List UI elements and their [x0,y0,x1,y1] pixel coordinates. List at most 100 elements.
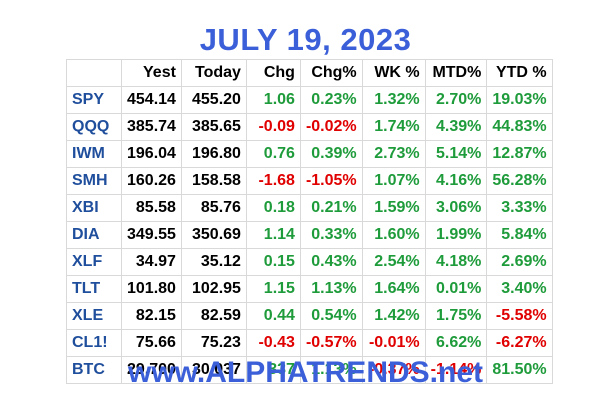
change-cell: 0.33% [299,221,363,249]
symbol-cell: XLF [66,248,122,276]
change-cell: 0.23% [299,86,363,114]
price-cell: 75.66 [121,329,182,357]
change-cell: -0.37% [361,356,426,384]
change-cell: 0.54% [299,302,363,330]
change-cell: -0.57% [299,329,363,357]
change-cell: 0.21% [299,194,363,222]
change-cell: 1.64% [361,275,426,303]
column-header: YTD % [486,59,553,87]
table-row: TLT 101.80 102.95 1.15 1.13% 1.64% 0.01% 3.40% [66,275,553,303]
change-cell: 1.14 [245,221,301,249]
column-header [66,59,122,87]
price-cell: 349.55 [121,221,182,249]
table-row: SMH 160.26 158.58 -1.68 -1.05% 1.07% 4.16% 56.2… [66,167,553,195]
price-cell: 35.12 [180,248,247,276]
symbol-cell: XLE [66,302,122,330]
change-cell: 0.76 [245,140,301,168]
table-row: SPY 454.14 455.20 1.06 0.23% 1.32% 2.70% 19.03% [66,86,553,114]
table-row: DIA 349.55 350.69 1.14 0.33% 1.60% 1.99% 5.84% [66,221,553,249]
change-cell: -1.68 [245,167,301,195]
change-cell: 1.06 [245,86,301,114]
table-row: IWM 196.04 196.80 0.76 0.39% 2.73% 5.14% 12.87% [66,140,553,168]
column-header: Today [180,59,247,87]
change-cell: 5.84% [486,221,553,249]
change-cell: -5.58% [486,302,553,330]
change-cell: -0.43 [245,329,301,357]
symbol-cell: TLT [66,275,122,303]
change-cell: 3.33% [486,194,553,222]
price-cell: 85.58 [121,194,182,222]
table-row: CL1! 75.66 75.23 -0.43 -0.57% -0.01% 6.62% -6.2… [66,329,553,357]
change-cell: 0.43% [299,248,363,276]
change-cell: 1.42% [361,302,426,330]
price-cell: 102.95 [180,275,247,303]
change-cell: 1.59% [361,194,426,222]
change-cell: 1.07% [361,167,426,195]
change-cell: 0.15 [245,248,301,276]
column-header: Yest [121,59,182,87]
price-cell: 454.14 [121,86,182,114]
change-cell: 81.50% [486,356,553,384]
change-cell: 1.60% [361,221,426,249]
symbol-cell: BTC [66,356,122,384]
change-cell: -0.09 [245,113,301,141]
table-row: QQQ 385.74 385.65 -0.09 -0.02% 1.74% 4.39% 44.8… [66,113,553,141]
change-cell: 12.87% [486,140,553,168]
change-cell: 3.06% [424,194,488,222]
price-cell: 350.69 [180,221,247,249]
price-cell: 82.59 [180,302,247,330]
symbol-cell: DIA [66,221,122,249]
change-cell: 44.83% [486,113,553,141]
change-cell: -6.27% [486,329,553,357]
change-cell: 6.62% [424,329,488,357]
change-cell: 3.40% [486,275,553,303]
price-cell: 29,700 [121,356,182,384]
column-header: WK % [361,59,426,87]
change-cell: 1.13% [299,275,363,303]
column-header: Chg% [299,59,363,87]
change-cell: 2.54% [361,248,426,276]
price-cell: 385.74 [121,113,182,141]
change-cell: 2.69% [486,248,553,276]
change-cell: 56.28% [486,167,553,195]
price-cell: 196.04 [121,140,182,168]
price-cell: 158.58 [180,167,247,195]
price-cell: 196.80 [180,140,247,168]
change-cell: -0.02% [299,113,363,141]
price-cell: 101.80 [121,275,182,303]
symbol-cell: IWM [66,140,122,168]
change-cell: 2.70% [424,86,488,114]
change-cell: 1.32% [361,86,426,114]
symbol-cell: CL1! [66,329,122,357]
change-cell: 4.39% [424,113,488,141]
change-cell: 1.99% [424,221,488,249]
price-cell: 160.26 [121,167,182,195]
change-cell: 19.03% [486,86,553,114]
column-header: Chg [245,59,301,87]
price-cell: 455.20 [180,86,247,114]
footer-url: www.ALPHATRENDS.net [127,356,483,389]
change-cell: -1.05% [299,167,363,195]
change-cell: 0.01% [424,275,488,303]
table-header-row: Yest Today Chg Chg% WK % MTD% YTD % [66,59,553,87]
table-row: BTC 29,700 30,037 337 1.13% -0.37% -1.14% 81.50… [66,356,553,384]
change-cell: 1.75% [424,302,488,330]
change-cell: 4.18% [424,248,488,276]
symbol-cell: QQQ [66,113,122,141]
symbol-cell: XBI [66,194,122,222]
change-cell: 1.15 [245,275,301,303]
change-cell: 0.18 [245,194,301,222]
symbol-cell: SPY [66,86,122,114]
price-cell: 75.23 [180,329,247,357]
change-cell: 0.39% [299,140,363,168]
table-row: XLE 82.15 82.59 0.44 0.54% 1.42% 1.75% -5.58% [66,302,553,330]
table-row: XLF 34.97 35.12 0.15 0.43% 2.54% 4.18% 2.69% [66,248,553,276]
change-cell: 5.14% [424,140,488,168]
table-row: XBI 85.58 85.76 0.18 0.21% 1.59% 3.06% 3.33% [66,194,553,222]
change-cell: 0.44 [245,302,301,330]
price-cell: 82.15 [121,302,182,330]
change-cell: 1.74% [361,113,426,141]
change-cell: -1.14% [424,356,488,384]
change-cell: 2.73% [361,140,426,168]
quotes-table: Yest Today Chg Chg% WK % MTD% YTD % SPY 4… [66,59,553,384]
